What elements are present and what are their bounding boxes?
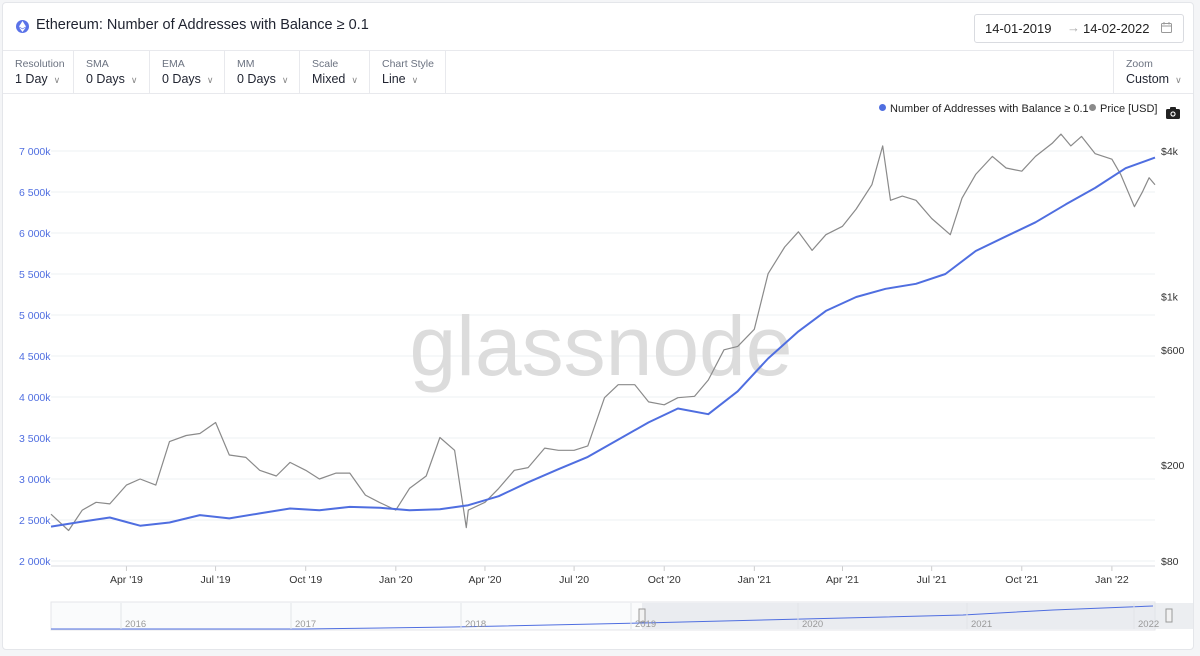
navigator-year-label: 2020 — [802, 619, 823, 630]
chart-toolbar: Resolution 1 Day ∨ SMA 0 Days ∨ EMA 0 Days… — [3, 51, 1193, 94]
mm-value: 0 Days — [237, 72, 276, 86]
y-right-tick-label: $600 — [1161, 345, 1185, 357]
navigator: 2016 2017 2018 2019 2020 2021 2022 — [50, 601, 1193, 631]
chevron-down-icon: ∨ — [130, 75, 138, 85]
x-tick-label: Jul '21 — [917, 574, 947, 586]
date-from[interactable]: 14-01-2019 — [985, 21, 1052, 36]
scale-select[interactable]: Scale Mixed ∨ — [300, 51, 370, 93]
x-tick-label: Apr '20 — [468, 574, 501, 586]
ema-value: 0 Days — [162, 72, 201, 86]
sma-select[interactable]: SMA 0 Days ∨ — [74, 51, 150, 93]
y-right-tick-label: $4k — [1161, 146, 1179, 158]
y-left-tick-label: 5 500k — [19, 269, 51, 281]
navigator-year-label: 2019 — [635, 619, 656, 630]
navigator-handle-right — [1165, 608, 1173, 623]
x-tick-label: Jan '22 — [1095, 574, 1129, 586]
sma-label: SMA — [86, 58, 109, 70]
zoom-value: Custom — [1126, 72, 1170, 86]
ethereum-icon — [16, 20, 29, 33]
resolution-label: Resolution — [15, 58, 65, 70]
page-title: Ethereum: Number of Addresses with Balan… — [36, 17, 369, 33]
x-tick-label: Oct '20 — [648, 574, 681, 586]
chevron-down-icon: ∨ — [411, 75, 419, 85]
zoom-label: Zoom — [1126, 58, 1153, 70]
legend-dot — [1089, 104, 1096, 111]
y-left-tick-label: 7 000k — [19, 146, 51, 158]
y-right-tick-label: $1k — [1161, 291, 1179, 303]
navigator-year-label: 2021 — [971, 619, 992, 630]
chart-style-select[interactable]: Chart Style Line ∨ — [370, 51, 446, 93]
series-line-price — [50, 133, 1156, 532]
navigator-year-label: 2018 — [465, 619, 486, 630]
chart-header: Ethereum: Number of Addresses with Balan… — [3, 3, 1193, 51]
y-left-tick-label: 5 000k — [19, 310, 51, 322]
chevron-down-icon: ∨ — [206, 75, 214, 85]
navigator-year-label: 2022 — [1138, 619, 1159, 630]
chevron-down-icon: ∨ — [53, 75, 61, 85]
ema-select[interactable]: EMA 0 Days ∨ — [150, 51, 225, 93]
y-left-tick-label: 3 000k — [19, 474, 51, 486]
ema-label: EMA — [162, 58, 185, 70]
legend-dot — [879, 104, 886, 111]
mm-select[interactable]: MM 0 Days ∨ — [225, 51, 300, 93]
y-left-tick-label: 2 500k — [19, 515, 51, 527]
y-left-tick-label: 2 000k — [19, 556, 51, 568]
chevron-down-icon: ∨ — [1175, 75, 1182, 85]
x-tick-label: Jan '20 — [379, 574, 413, 586]
sma-value: 0 Days — [86, 72, 125, 86]
x-tick-label: Jul '20 — [559, 574, 589, 586]
scale-label: Scale — [312, 58, 339, 70]
x-tick-label: Oct '21 — [1005, 574, 1038, 586]
y-left-tick-label: 6 000k — [19, 228, 51, 240]
date-to[interactable]: 14-02-2022 — [1083, 21, 1150, 36]
y-right-tick-label: $200 — [1161, 460, 1185, 472]
chevron-down-icon: ∨ — [281, 75, 289, 85]
x-tick-label: Apr '21 — [826, 574, 859, 586]
y-left-tick-label: 4 500k — [19, 351, 51, 363]
y-left-tick-label: 4 000k — [19, 392, 51, 404]
resolution-value: 1 Day — [15, 72, 48, 86]
scale-value: Mixed — [312, 72, 346, 86]
navigator-handle-left — [638, 608, 646, 623]
x-tick-label: Oct '19 — [289, 574, 322, 586]
x-tick-label: Jan '21 — [738, 574, 772, 586]
resolution-select[interactable]: Resolution 1 Day ∨ — [3, 51, 74, 93]
y-right-tick-label: $80 — [1161, 556, 1179, 568]
series-line-addresses — [50, 156, 1156, 528]
x-tick-label: Apr '19 — [110, 574, 143, 586]
camera-icon[interactable] — [1166, 106, 1180, 124]
legend-item-addresses[interactable]: Number of Addresses with Balance ≥ 0.1 — [879, 103, 1089, 115]
chevron-down-icon: ∨ — [351, 75, 358, 85]
y-left-tick-label: 3 500k — [19, 433, 51, 445]
watermark: glassnode — [410, 299, 793, 393]
chart-style-value: Line — [382, 72, 406, 86]
x-tick-label: Jul '19 — [201, 574, 231, 586]
legend-label-price: Price [USD] — [1100, 103, 1158, 115]
calendar-icon[interactable] — [1161, 21, 1172, 36]
zoom-select[interactable]: Zoom Custom ∨ — [1113, 51, 1193, 93]
legend-item-price[interactable]: Price [USD] — [1089, 103, 1157, 115]
arrow-right-icon: → — [1067, 20, 1080, 35]
chart-style-label: Chart Style — [382, 58, 434, 70]
navigator-year-label: 2017 — [295, 619, 316, 630]
date-range-picker[interactable]: 14-01-2019 → 14-02-2022 — [974, 14, 1184, 43]
mm-label: MM — [237, 58, 255, 70]
navigator-line — [51, 605, 1154, 630]
legend-label-addresses: Number of Addresses with Balance ≥ 0.1 — [890, 103, 1089, 115]
y-left-tick-label: 6 500k — [19, 187, 51, 199]
navigator-year-label: 2016 — [125, 619, 146, 630]
chart-area[interactable]: 7 000k 6 500k 6 000k 5 500k 5 000k 4 500k 4 00… — [3, 3, 1193, 649]
